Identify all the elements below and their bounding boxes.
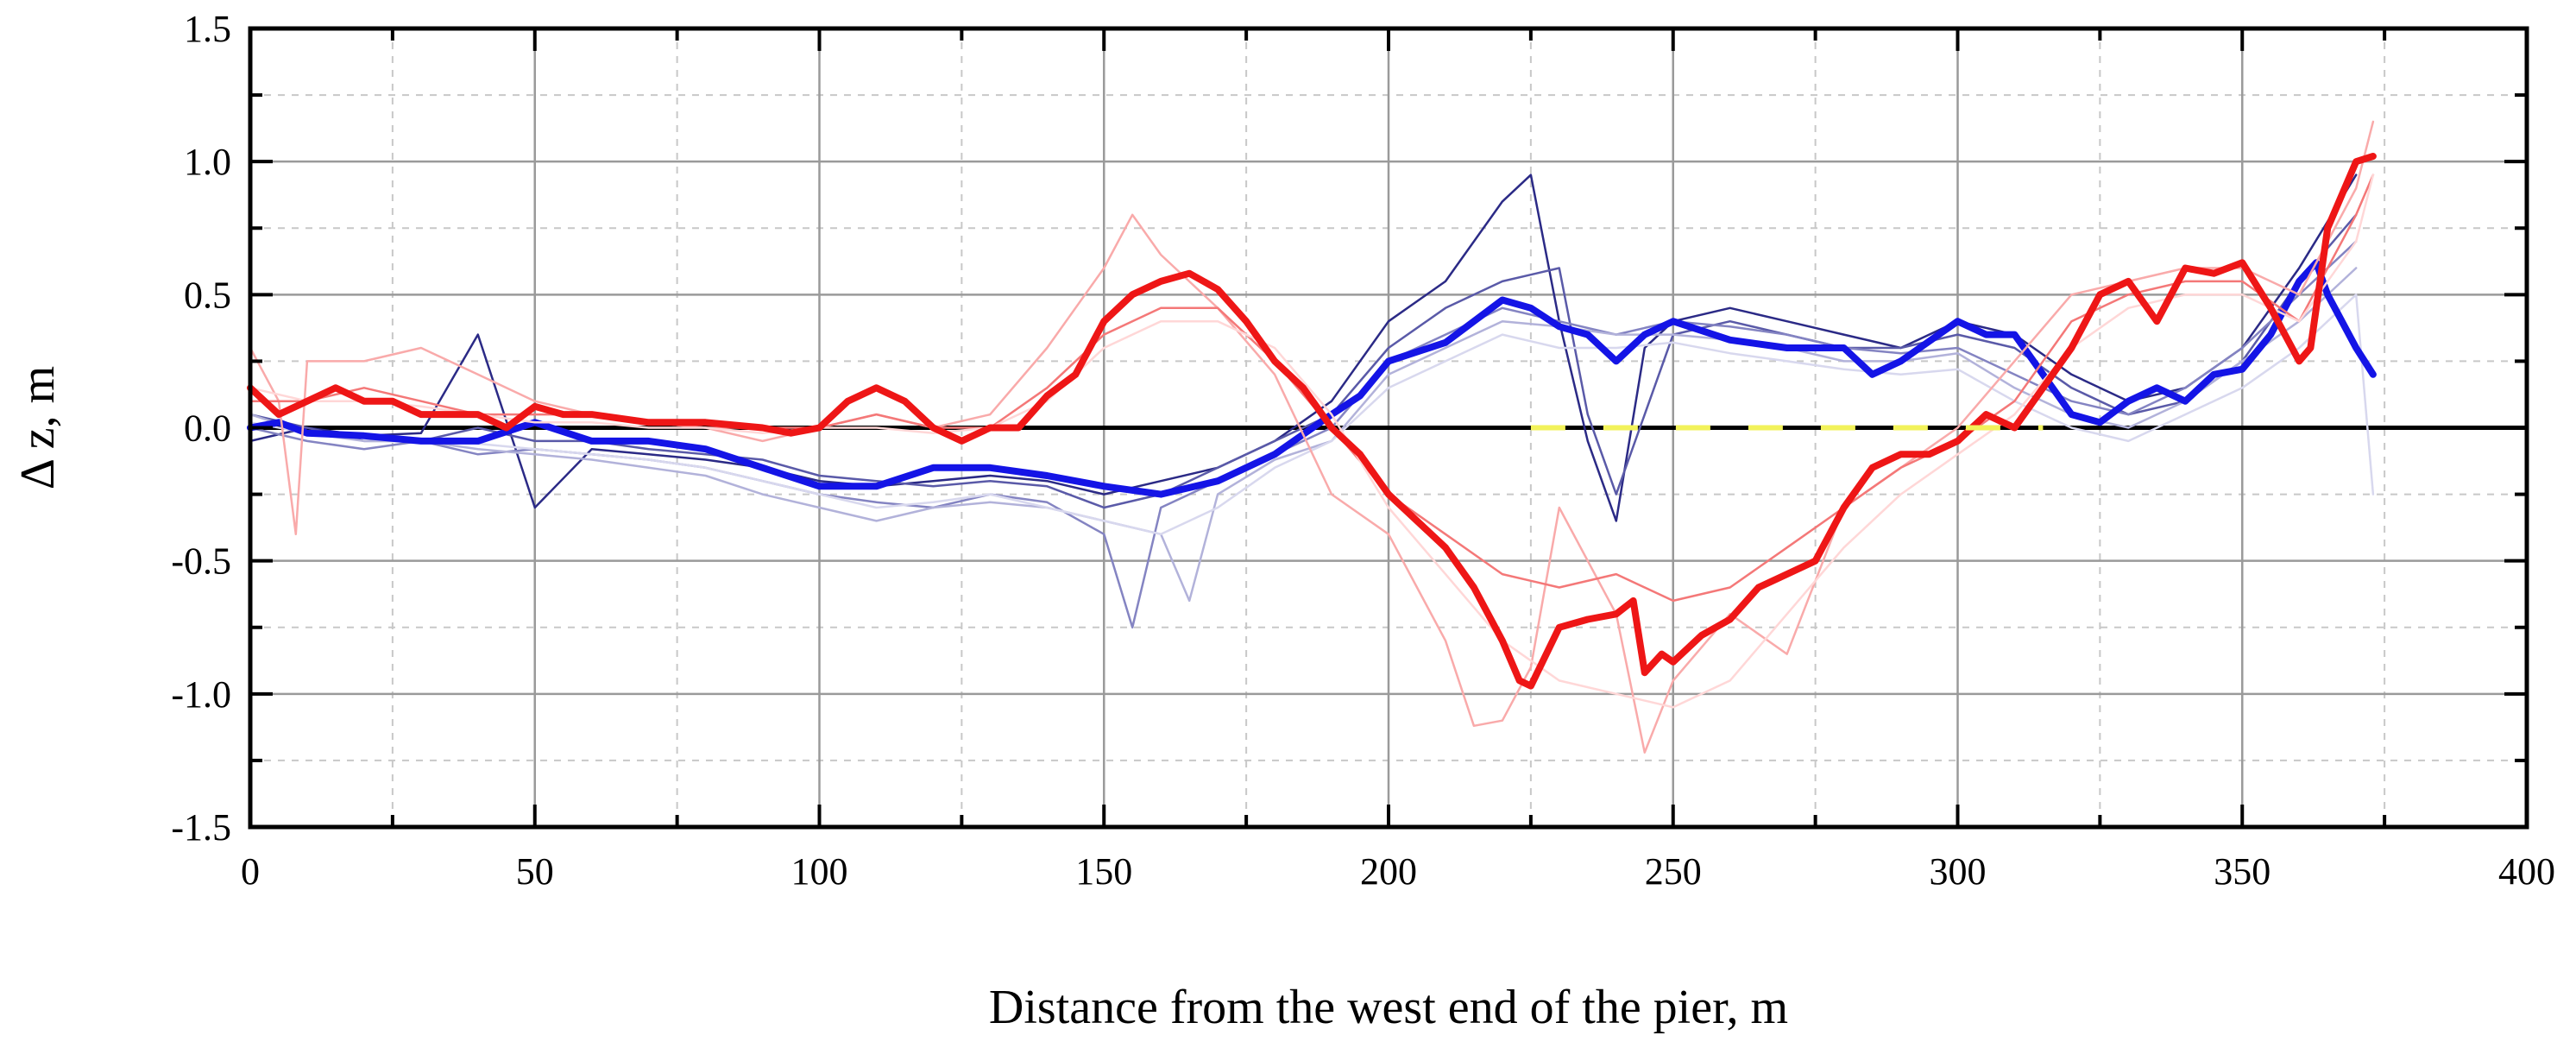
y-tick-label: 1.0 xyxy=(184,141,231,183)
x-tick-label: 50 xyxy=(516,850,554,893)
y-tick-label: 0.0 xyxy=(184,407,231,450)
y-tick-label: 1.5 xyxy=(184,8,231,50)
y-tick-label: 0.5 xyxy=(184,274,231,316)
y-tick-label: -1.0 xyxy=(171,673,231,716)
series-line-4 xyxy=(249,267,2358,603)
y-tick-label: -1.5 xyxy=(171,806,231,849)
x-tick-label: 400 xyxy=(2498,850,2555,893)
series-line-6 xyxy=(247,259,2377,498)
x-tick-label: 100 xyxy=(791,850,848,893)
x-tick-label: 150 xyxy=(1075,850,1132,893)
y-axis-title: Δ z, m xyxy=(11,366,65,489)
x-axis-title: Distance from the west end of the pier, … xyxy=(989,981,1788,1034)
x-tick-label: 0 xyxy=(241,850,260,893)
x-tick-label: 200 xyxy=(1360,850,1417,893)
tick-labels: 0 50 100 150 200 250 300 350 400 -1.5 -1.0 -0.5 0.0 0… xyxy=(171,8,2555,893)
y-tick-label: -0.5 xyxy=(171,540,231,583)
x-tick-label: 250 xyxy=(1645,850,1702,893)
series-line-10 xyxy=(247,153,2377,690)
series-line-7 xyxy=(249,120,2375,754)
x-tick-label: 350 xyxy=(2214,850,2271,893)
x-tick-label: 300 xyxy=(1930,850,1987,893)
series-group xyxy=(247,120,2377,754)
series-line-5 xyxy=(249,294,2375,536)
plot-frame xyxy=(248,26,2529,830)
series-line-1 xyxy=(249,174,2358,522)
